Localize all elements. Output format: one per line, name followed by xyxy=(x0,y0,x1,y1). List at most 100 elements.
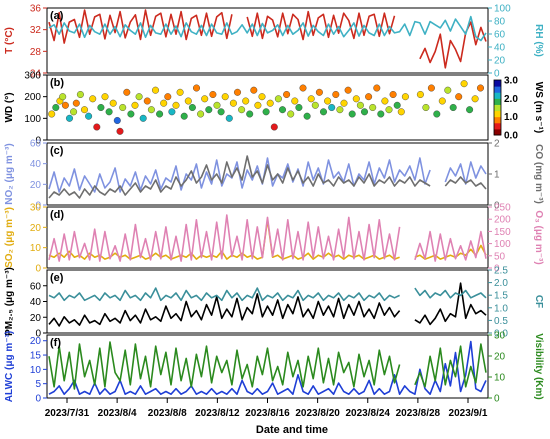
panel-4-right-tick-label: 0.0 xyxy=(494,329,508,340)
x-tick-label: 2023/8/8 xyxy=(148,408,187,419)
wd-scatter-point xyxy=(176,88,184,96)
panel-4-right-tick-label: 1.5 xyxy=(494,291,508,302)
panel-2-series-0-line xyxy=(48,157,487,193)
wd-scatter-point xyxy=(116,127,124,135)
wd-scatter-point xyxy=(109,99,117,107)
panel-5-right-axis-label: Visibility (Km) xyxy=(533,333,544,400)
panel-2-left-tick-label: 60 xyxy=(30,139,42,150)
wd-scatter-point xyxy=(270,123,278,131)
panel-3-series-1-line xyxy=(48,214,487,262)
wd-scatter-point xyxy=(258,93,266,101)
panel-0-right-tick-label: 0 xyxy=(494,69,500,80)
panel-0: 24 28 32 36 T (°C) 0 20 40 60 80 100 RH (%) (a) xyxy=(4,4,544,80)
colorbar-tick-label: 1.0 xyxy=(504,112,518,123)
wd-scatter-point xyxy=(471,95,479,103)
panel-0-right-axis-label: RH (%) xyxy=(533,24,544,57)
panel-4-left-tick-label: 20 xyxy=(30,313,42,324)
panel-3-series-0-line xyxy=(48,219,487,260)
panel-5-right-tick-label: 30 xyxy=(494,331,506,342)
wd-scatter-point xyxy=(119,103,127,111)
shared-x-axis: 2023/7/31 2023/8/4 2023/8/8 2023/8/12 2023/8… xyxy=(45,398,488,419)
colorbar-segment xyxy=(494,98,501,105)
panel-0-series-0-line xyxy=(48,9,487,69)
panel-4-left-tick-label: 40 xyxy=(30,297,42,308)
wd-scatter-point xyxy=(385,106,393,114)
wd-scatter-point xyxy=(52,103,60,111)
wd-scatter-point xyxy=(160,99,168,107)
panel-4-left-tick-label: 60 xyxy=(30,281,42,292)
panel-2-right-tick-label: 0 xyxy=(494,201,500,212)
wd-scatter-point xyxy=(393,101,401,109)
wd-scatter-point xyxy=(377,110,385,118)
wd-scatter-point xyxy=(307,95,315,103)
panel-3-right-axis-label: O₃ (μg m⁻³) xyxy=(533,210,544,264)
wd-scatter-point xyxy=(320,108,328,116)
wd-scatter-point xyxy=(233,88,241,96)
wd-scatter-point xyxy=(93,123,101,131)
panel-4-series-0-line xyxy=(48,282,487,327)
colorbar-tick-label: 2.0 xyxy=(504,94,518,105)
wd-scatter-point xyxy=(123,88,131,96)
panel-5-right-tick-label: 20 xyxy=(494,352,506,363)
panel-3-right-tick-label: 100 xyxy=(494,239,511,250)
wd-scatter-point xyxy=(352,95,360,103)
panel-2-letter: (c) xyxy=(50,145,64,157)
wd-scatter-point xyxy=(311,101,319,109)
panel-4-left-axis-label: PM₂.₅ (μg m⁻³) xyxy=(4,267,15,336)
wd-scatter-point xyxy=(213,101,221,109)
wd-scatter-point xyxy=(283,90,291,98)
panel-3-right-tick-label: 0 xyxy=(494,264,500,275)
wd-scatter-point xyxy=(80,106,88,114)
panel-0-left-tick-label: 36 xyxy=(30,4,42,15)
wd-scatter-point xyxy=(373,84,381,92)
wd-scatter-point xyxy=(250,86,258,94)
wd-scatter-point xyxy=(287,110,295,118)
wd-scatter-point xyxy=(356,101,364,109)
wd-scatter-point xyxy=(246,110,254,118)
panel-5-right-tick-label: 0 xyxy=(494,394,500,405)
panel-1-left-axis-label: WD (°) xyxy=(4,92,15,122)
panel-2-series-1-line xyxy=(48,155,487,199)
wd-scatter-point xyxy=(361,108,369,116)
wd-scatter-point xyxy=(266,99,274,107)
panel-5-left-tick-label: 0 xyxy=(35,394,41,405)
wd-scatter-point xyxy=(455,93,463,101)
colorbar-segment xyxy=(494,86,501,93)
x-tick-label: 2023/8/24 xyxy=(346,408,391,419)
panel-3-right-tick-label: 50 xyxy=(494,251,506,262)
panel-1-frame xyxy=(46,74,489,141)
wd-scatter-point xyxy=(365,93,373,101)
wd-scatter-point xyxy=(444,86,452,94)
panel-0-left-tick-label: 24 xyxy=(30,69,42,80)
wd-scatter-point xyxy=(295,103,303,111)
panel-1-left-tick-label: 0 xyxy=(35,136,41,147)
wd-scatter-point xyxy=(135,93,143,101)
panel-5-left-tick-label: 15 xyxy=(30,351,42,362)
panel-2-left-axis-label: NO₂ (μg m⁻³) xyxy=(4,143,15,204)
wd-scatter-point xyxy=(336,106,344,114)
panel-2-left-tick-label: 40 xyxy=(30,159,42,170)
panel-5-letter: (f) xyxy=(50,337,61,349)
wd-scatter-point xyxy=(332,90,340,98)
panel-3-left-tick-label: 20 xyxy=(30,223,42,234)
wd-scatter-point xyxy=(299,84,307,92)
colorbar-segment xyxy=(494,122,501,130)
wd-scatter-point xyxy=(184,97,192,105)
wd-scatter-point xyxy=(416,90,424,98)
wd-scatter-point xyxy=(147,106,155,114)
wd-scatter-point xyxy=(188,103,196,111)
panel-0-left-tick-label: 32 xyxy=(30,25,42,36)
wd-scatter-point xyxy=(303,112,311,120)
wd-scatter-point xyxy=(97,103,105,111)
wd-scatter-point xyxy=(225,114,233,122)
wd-scatter-point xyxy=(209,90,217,98)
wd-scatter-point xyxy=(449,103,457,111)
wd-scatter-point xyxy=(139,114,147,122)
colorbar-frame xyxy=(493,79,502,136)
colorbar-segment xyxy=(494,128,501,136)
panel-4-series-1-line xyxy=(48,287,487,302)
wd-scatter-point xyxy=(460,80,468,88)
wd-scatter-point xyxy=(348,110,356,118)
wd-scatter-point xyxy=(369,103,377,111)
panel-1-left-tick-label: 300 xyxy=(24,71,41,82)
